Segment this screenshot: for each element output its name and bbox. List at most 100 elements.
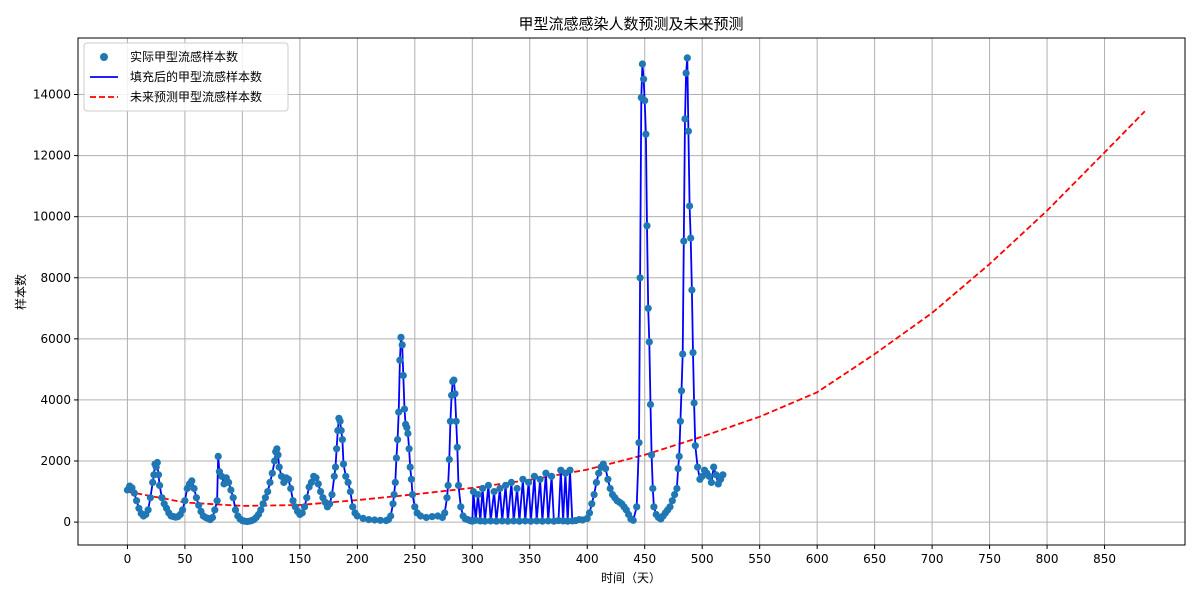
data-point <box>342 472 350 480</box>
data-point <box>146 494 154 502</box>
data-point <box>349 503 357 511</box>
data-point <box>404 429 412 438</box>
data-point <box>273 445 281 453</box>
data-point <box>648 451 656 459</box>
data-point <box>389 500 397 508</box>
data-point <box>457 503 465 511</box>
data-point <box>275 463 283 471</box>
data-point <box>264 488 272 496</box>
data-point <box>400 405 409 413</box>
data-point <box>298 509 306 517</box>
data-point <box>422 513 430 522</box>
data-point <box>331 463 340 471</box>
data-point <box>504 517 512 525</box>
y-tick-label: 14000 <box>33 88 71 102</box>
data-point <box>538 517 547 525</box>
data-point <box>394 436 402 444</box>
data-point <box>548 472 556 480</box>
data-point <box>686 202 694 210</box>
x-axis-title: 时间（天） <box>601 571 661 585</box>
data-point <box>314 480 322 488</box>
data-point <box>507 478 515 486</box>
data-point <box>604 475 612 483</box>
data-point <box>333 445 341 453</box>
data-point <box>365 516 373 524</box>
data-point <box>544 517 552 525</box>
data-point <box>566 466 574 474</box>
data-point <box>337 426 345 435</box>
data-point <box>214 452 222 460</box>
y-tick-label: 4000 <box>40 393 71 407</box>
data-point <box>257 506 265 514</box>
data-point <box>649 484 657 493</box>
data-point <box>376 516 384 524</box>
data-point <box>496 484 504 493</box>
data-point <box>284 475 292 483</box>
data-point <box>684 127 693 135</box>
data-point <box>719 471 727 479</box>
data-point <box>687 234 695 242</box>
data-point <box>190 484 198 493</box>
data-point <box>681 115 689 123</box>
legend: 实际甲型流感样本数 填充后的甲型流感样本数 未来预测甲型流感样本数 <box>83 42 289 112</box>
data-point <box>411 503 419 511</box>
data-point <box>344 478 352 486</box>
data-point <box>646 400 655 409</box>
data-point <box>225 478 233 486</box>
grid <box>78 38 1185 545</box>
data-point <box>443 494 451 502</box>
x-tick-label: 850 <box>1093 552 1116 566</box>
legend-label-forecast: 未来预测甲型流感样本数 <box>130 89 262 104</box>
data-point <box>156 481 164 489</box>
legend-label-actual: 实际甲型流感样本数 <box>130 49 238 64</box>
x-tick-label: 0 <box>124 552 132 566</box>
x-tick-label: 500 <box>691 552 714 566</box>
filled-series <box>126 57 724 523</box>
data-point <box>317 488 325 496</box>
data-point <box>592 478 601 486</box>
data-point <box>266 478 274 486</box>
data-point <box>521 517 529 525</box>
data-point <box>339 460 348 468</box>
y-tick-label: 2000 <box>40 454 71 468</box>
data-point <box>474 491 482 499</box>
y-axis-title: 样本数 <box>13 274 28 310</box>
data-point <box>403 423 411 431</box>
data-point <box>583 514 591 523</box>
data-point <box>395 408 403 416</box>
x-tick-label: 600 <box>806 552 829 566</box>
plot-frame <box>77 37 1186 546</box>
y-tick-label: 12000 <box>33 149 71 163</box>
x-tick-label: 250 <box>403 552 426 566</box>
data-point <box>638 60 647 68</box>
data-point <box>338 436 346 444</box>
data-point <box>188 477 196 485</box>
data-point <box>287 484 295 493</box>
data-point <box>271 457 279 465</box>
filled-line <box>126 57 724 523</box>
x-tick-label: 350 <box>518 552 541 566</box>
data-point <box>712 471 720 479</box>
forecast-line <box>127 110 1146 507</box>
data-point <box>707 478 716 486</box>
data-point <box>484 481 492 489</box>
data-point <box>227 486 235 494</box>
data-point <box>691 442 699 450</box>
data-point <box>479 484 487 493</box>
data-point <box>441 509 449 517</box>
x-tick-label: 750 <box>978 552 1001 566</box>
data-point <box>710 463 718 471</box>
x-tick-label: 50 <box>177 552 192 566</box>
data-point <box>261 494 269 502</box>
data-point <box>387 512 395 520</box>
data-point <box>181 497 189 505</box>
data-point <box>694 463 702 471</box>
data-point <box>683 54 691 62</box>
data-point <box>450 376 458 384</box>
x-tick-label: 100 <box>231 552 254 566</box>
data-point <box>492 517 500 525</box>
data-point <box>705 472 713 480</box>
data-point <box>179 506 187 514</box>
data-point <box>211 506 219 514</box>
data-point <box>676 417 685 425</box>
